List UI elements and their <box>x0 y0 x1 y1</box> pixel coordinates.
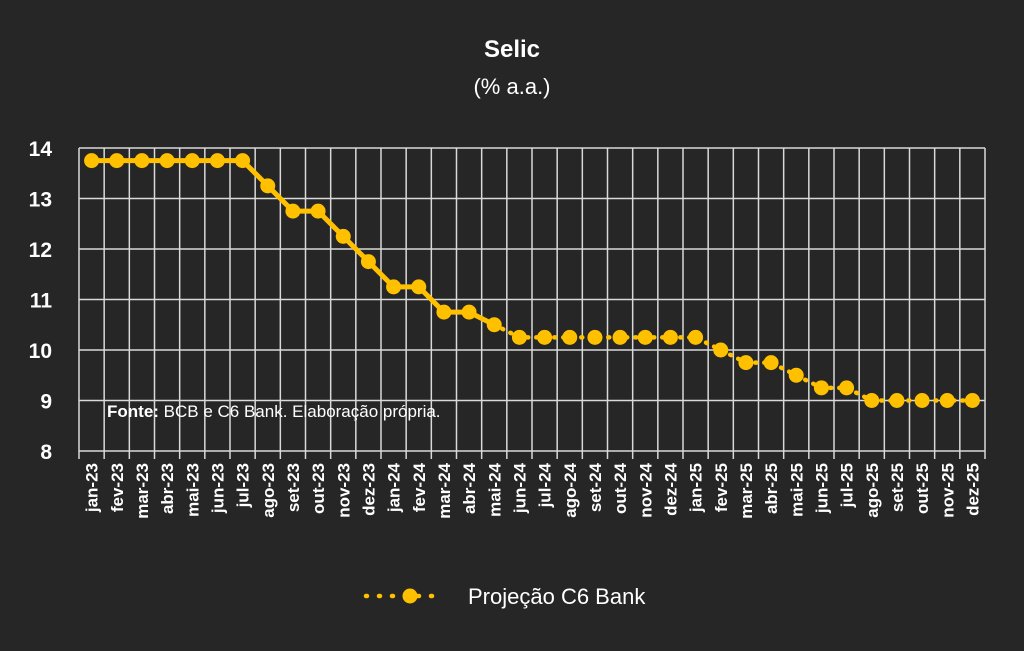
x-tick-label: ago-25 <box>863 463 882 518</box>
x-tick-label: mai-23 <box>183 463 202 517</box>
grid-lines <box>78 147 986 459</box>
x-tick-label: set-23 <box>284 463 303 512</box>
x-tick-label: abr-24 <box>460 462 479 514</box>
x-tick-label: out-25 <box>913 463 932 514</box>
data-point <box>335 228 351 244</box>
data-point <box>813 380 829 396</box>
data-point <box>864 393 880 408</box>
data-point <box>688 329 704 345</box>
data-point <box>260 178 276 194</box>
data-point <box>310 203 326 219</box>
data-point <box>360 254 376 270</box>
x-tick-label: out-24 <box>611 462 630 514</box>
x-tick-label: ago-23 <box>259 463 278 518</box>
x-tick-label: jan-23 <box>83 463 102 513</box>
data-point <box>461 304 477 320</box>
y-tick-label: 10 <box>29 340 52 363</box>
data-point <box>209 153 225 169</box>
data-point <box>637 329 653 345</box>
x-tick-label: dez-23 <box>359 463 378 516</box>
data-point <box>436 304 452 320</box>
x-tick-label: out-23 <box>309 463 328 514</box>
series-projecao-c6 <box>84 153 980 408</box>
x-tick-label: fev-25 <box>712 463 731 512</box>
source-note: Fonte: BCB e C6 Bank. Elaboração própria… <box>107 402 441 421</box>
y-tick-label: 13 <box>29 189 52 212</box>
legend: Projeção C6 Bank <box>363 584 646 609</box>
x-tick-label: jul-23 <box>234 463 253 508</box>
x-tick-label: fev-23 <box>108 463 127 512</box>
x-tick-label: mar-25 <box>737 463 756 519</box>
data-point <box>662 329 678 345</box>
y-tick-label: 14 <box>29 138 53 161</box>
x-tick-label: dez-24 <box>661 462 680 515</box>
data-point <box>889 393 905 408</box>
x-tick-label: nov-25 <box>938 463 957 518</box>
legend-marker <box>402 588 418 604</box>
x-tick-label: nov-24 <box>636 462 655 517</box>
data-point <box>386 279 402 295</box>
data-point <box>537 329 553 345</box>
data-point <box>738 355 754 371</box>
data-point <box>914 393 930 408</box>
x-tick-label: mai-24 <box>485 462 504 516</box>
x-axis-tick-labels: jan-23 fev-23 mar-23 abr-23 mai-23 jun-23 jul-… <box>83 462 983 518</box>
y-tick-label: 9 <box>40 391 52 414</box>
x-tick-label: jun-25 <box>812 463 831 514</box>
legend-label: Projeção C6 Bank <box>468 584 646 609</box>
y-tick-label: 12 <box>29 239 52 262</box>
data-point <box>486 317 502 333</box>
x-tick-label: jun-24 <box>510 462 529 514</box>
data-point <box>587 329 603 345</box>
x-tick-label: abr-23 <box>158 463 177 514</box>
data-point <box>184 153 200 169</box>
y-tick-label: 8 <box>40 441 52 464</box>
data-point <box>939 393 955 408</box>
data-point <box>839 380 855 396</box>
data-point <box>109 153 125 169</box>
y-axis-tick-labels: 8 9 10 11 12 13 14 <box>29 138 53 464</box>
x-tick-label: nov-23 <box>334 463 353 518</box>
data-point <box>511 329 527 345</box>
data-point <box>788 367 804 383</box>
x-tick-label: abr-25 <box>762 463 781 514</box>
x-tick-label: mai-25 <box>787 463 806 517</box>
x-tick-label: dez-25 <box>963 463 982 516</box>
data-point <box>763 355 779 371</box>
chart-title: Selic <box>484 36 540 63</box>
x-tick-label: set-25 <box>888 463 907 512</box>
x-tick-label: mar-24 <box>435 462 454 518</box>
data-point <box>562 329 578 345</box>
data-point <box>612 329 628 345</box>
y-tick-label: 11 <box>30 290 53 313</box>
x-tick-label: jan-25 <box>687 463 706 513</box>
source-label: Fonte: <box>107 402 159 421</box>
data-point <box>411 279 427 295</box>
x-tick-label: set-24 <box>586 462 605 512</box>
data-point <box>235 153 251 169</box>
data-point <box>134 153 150 169</box>
data-point <box>713 342 729 358</box>
x-tick-label: fev-24 <box>410 462 429 512</box>
x-tick-label: ago-24 <box>561 462 580 517</box>
x-tick-label: mar-23 <box>133 463 152 519</box>
legend-swatch <box>363 588 443 604</box>
x-tick-label: jul-24 <box>536 462 555 508</box>
chart-subtitle: (% a.a.) <box>473 74 550 99</box>
x-tick-label: jan-24 <box>385 462 404 513</box>
source-text: BCB e C6 Bank. Elaboração própria. <box>159 402 441 421</box>
x-tick-label: jul-25 <box>838 463 857 508</box>
data-point <box>84 153 100 169</box>
data-point <box>964 393 980 408</box>
data-point <box>159 153 175 169</box>
x-tick-label: jun-23 <box>208 463 227 514</box>
data-point <box>285 203 301 219</box>
